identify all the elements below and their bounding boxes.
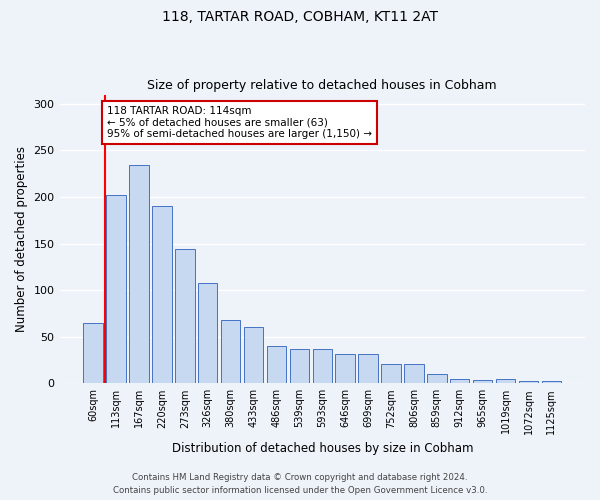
Bar [198,282,217,384]
Bar [381,364,401,384]
X-axis label: Distribution of detached houses by size in Cobham: Distribution of detached houses by size … [172,442,473,455]
Bar [519,382,538,384]
Bar [267,346,286,384]
Bar [496,378,515,384]
Text: 118, TARTAR ROAD, COBHAM, KT11 2AT: 118, TARTAR ROAD, COBHAM, KT11 2AT [162,10,438,24]
Bar [152,206,172,384]
Bar [450,378,469,384]
Text: 118 TARTAR ROAD: 114sqm
← 5% of detached houses are smaller (63)
95% of semi-det: 118 TARTAR ROAD: 114sqm ← 5% of detached… [107,106,372,139]
Bar [290,349,309,384]
Bar [542,382,561,384]
Y-axis label: Number of detached properties: Number of detached properties [15,146,28,332]
Bar [83,323,103,384]
Bar [335,354,355,384]
Title: Size of property relative to detached houses in Cobham: Size of property relative to detached ho… [148,79,497,92]
Bar [427,374,446,384]
Bar [313,349,332,384]
Bar [244,328,263,384]
Bar [221,320,241,384]
Bar [473,380,493,384]
Bar [106,195,126,384]
Text: Contains HM Land Registry data © Crown copyright and database right 2024.
Contai: Contains HM Land Registry data © Crown c… [113,474,487,495]
Bar [129,166,149,384]
Bar [358,354,378,384]
Bar [175,249,194,384]
Bar [404,364,424,384]
